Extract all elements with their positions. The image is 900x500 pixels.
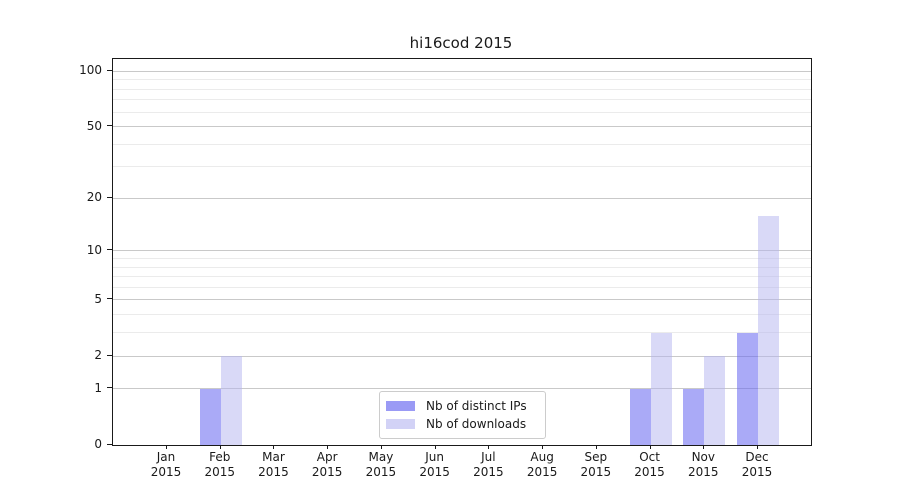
gridline-y-7 bbox=[113, 276, 811, 278]
x-tick-mark bbox=[166, 445, 167, 449]
bar-downloads-dec bbox=[758, 215, 780, 445]
bar-distinct-ips-feb bbox=[199, 388, 221, 445]
gridline-y-4 bbox=[113, 314, 811, 316]
x-tick-mark bbox=[703, 445, 705, 449]
x-tick-mark bbox=[380, 445, 382, 449]
x-tick-label-jun: Jun 2015 bbox=[419, 450, 450, 479]
y-tick-label-0: 0 bbox=[94, 437, 102, 451]
bar-distinct-ips-dec bbox=[737, 332, 759, 445]
gridline-y-60 bbox=[113, 111, 811, 113]
gridline-y-100 bbox=[113, 70, 811, 72]
gridline-y-50 bbox=[113, 126, 811, 128]
y-tick-label-2: 2 bbox=[94, 348, 102, 363]
x-tick-label-jan: Jan 2015 bbox=[150, 450, 182, 479]
bar-distinct-ips-nov bbox=[683, 388, 705, 445]
y-tick-label-5: 5 bbox=[94, 291, 102, 306]
x-tick-label-feb: Feb 2015 bbox=[204, 450, 235, 479]
x-tick-mark bbox=[434, 445, 436, 449]
y-tick-mark bbox=[107, 125, 112, 127]
x-tick-label-oct: Oct 2015 bbox=[634, 450, 665, 479]
plot-area bbox=[112, 58, 812, 446]
x-tick-label-nov: Nov 2015 bbox=[688, 450, 719, 479]
legend-item-downloads: Nb of downloads bbox=[386, 415, 536, 433]
y-tick-mark bbox=[107, 387, 112, 389]
x-tick-label-aug: Aug 2015 bbox=[526, 450, 558, 479]
x-tick-mark bbox=[757, 445, 759, 449]
gridline-y-2 bbox=[113, 355, 811, 357]
y-tick-mark bbox=[107, 443, 112, 445]
x-tick-mark bbox=[327, 445, 329, 449]
bar-distinct-ips-oct bbox=[629, 388, 651, 445]
x-tick-label-jul: Jul 2015 bbox=[473, 450, 504, 479]
gridline-y-70 bbox=[113, 99, 811, 101]
x-tick-label-sep: Sep 2015 bbox=[580, 450, 612, 479]
x-tick-label-may: May 2015 bbox=[365, 450, 397, 479]
bar-downloads-nov bbox=[704, 356, 726, 445]
gridline-y-6 bbox=[113, 286, 811, 288]
bar-downloads-oct bbox=[650, 332, 672, 445]
x-tick-label-mar: Mar 2015 bbox=[258, 450, 289, 479]
legend-label-distinct-ips: Nb of distinct IPs bbox=[426, 399, 527, 413]
gridline-y-80 bbox=[113, 88, 811, 90]
legend: Nb of distinct IPs Nb of downloads bbox=[379, 391, 546, 439]
gridline-y-90 bbox=[113, 79, 811, 81]
y-tick-label-20: 20 bbox=[86, 190, 102, 205]
y-tick-mark bbox=[107, 196, 112, 198]
legend-label-downloads: Nb of downloads bbox=[426, 417, 527, 431]
y-tick-label-100: 100 bbox=[79, 63, 102, 78]
gridline-y-30 bbox=[113, 166, 811, 168]
y-tick-mark bbox=[107, 69, 112, 71]
y-tick-mark bbox=[107, 354, 112, 356]
y-tick-label-1: 1 bbox=[94, 380, 102, 395]
gridline-y-9 bbox=[113, 258, 811, 259]
x-tick-label-apr: Apr 2015 bbox=[311, 450, 343, 479]
gridline-y-5 bbox=[113, 299, 811, 301]
bar-downloads-feb bbox=[220, 356, 242, 445]
gridline-y-40 bbox=[113, 143, 811, 145]
gridline-y-1 bbox=[113, 388, 811, 390]
y-tick-mark bbox=[107, 298, 112, 300]
x-tick-mark bbox=[542, 445, 544, 449]
x-tick-mark bbox=[649, 445, 651, 449]
y-tick-mark bbox=[107, 249, 112, 251]
x-tick-mark bbox=[488, 445, 490, 449]
x-tick-mark bbox=[595, 445, 597, 449]
x-tick-mark bbox=[219, 445, 221, 449]
legend-swatch-downloads-icon bbox=[386, 419, 415, 429]
gridline-y-8 bbox=[113, 266, 811, 268]
gridline-y-3 bbox=[113, 332, 811, 334]
legend-swatch-distinct-ips-icon bbox=[386, 401, 415, 411]
gridline-y-20 bbox=[113, 197, 811, 199]
gridline-y-10 bbox=[113, 250, 811, 252]
chart-title: hi16cod 2015 bbox=[409, 34, 513, 52]
y-tick-label-50: 50 bbox=[86, 118, 102, 133]
x-tick-mark bbox=[273, 445, 275, 449]
x-tick-label-dec: Dec 2015 bbox=[741, 450, 773, 479]
y-tick-label-10: 10 bbox=[86, 242, 102, 257]
legend-item-distinct-ips: Nb of distinct IPs bbox=[386, 397, 536, 415]
